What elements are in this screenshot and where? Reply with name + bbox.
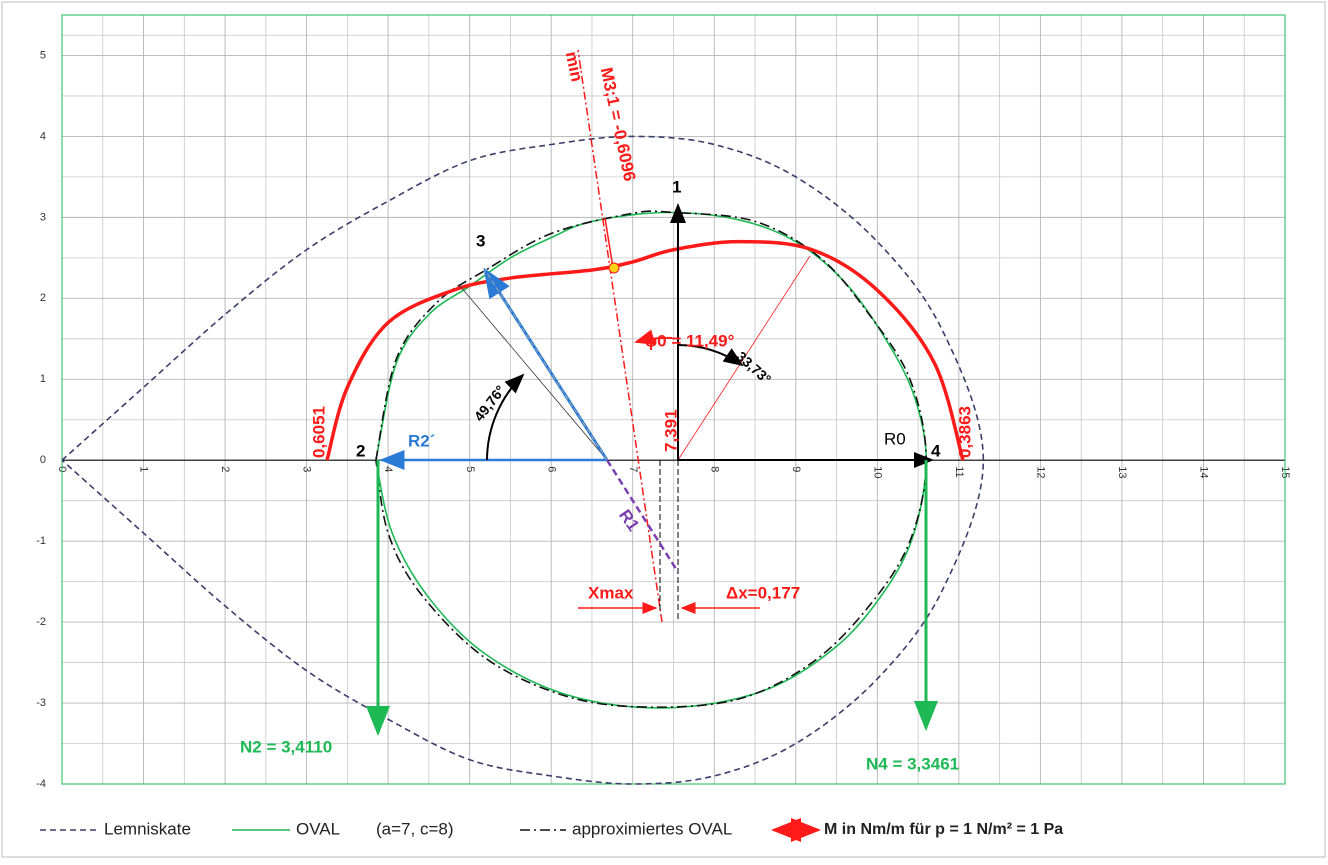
legend-entry: M in Nm/m für p = 1 N/m² = 1 Pa — [824, 821, 1063, 838]
annotation: 4 — [931, 441, 941, 460]
x-tick-label: 12 — [1034, 466, 1046, 478]
x-tick-label: 8 — [708, 466, 720, 472]
x-tick-label: 9 — [790, 466, 802, 472]
curve — [325, 239, 965, 461]
min-moment — [604, 217, 614, 269]
radius-line — [459, 285, 608, 461]
plot-frame — [61, 14, 1286, 785]
x-tick-label: 6 — [545, 466, 557, 472]
x-tick-label: 13 — [1116, 466, 1128, 478]
y-tick-label: 5 — [40, 49, 46, 61]
annotation: min — [562, 50, 587, 84]
annotation: 7,391 — [661, 409, 680, 452]
annotation: 0,6051 — [309, 406, 328, 458]
curve — [375, 210, 928, 708]
y-tick-label: -2 — [36, 616, 46, 628]
y-tick-label: 4 — [40, 130, 46, 142]
x-tick-label: 1 — [138, 466, 150, 472]
legend: Lemniskate OVAL (a=7, c=8) approximierte… — [40, 818, 1063, 842]
annotation: 1 — [672, 177, 681, 196]
annotation: R0 — [884, 429, 906, 448]
annotation: 33,73° — [734, 348, 775, 387]
y-tick-label: 2 — [40, 292, 46, 304]
x-tick-label: 11 — [953, 466, 965, 477]
annotation: φ0 = 11,49° — [645, 331, 735, 350]
annotation: R2´ — [408, 431, 435, 450]
annotations: min M3;1 = -0,6096 1 2 3 4 R0 R2´ R1 φ0 … — [240, 50, 974, 774]
annotation: 2 — [356, 441, 365, 460]
radius-line — [677, 255, 811, 461]
legend-entry: approximiertes OVAL — [572, 819, 732, 838]
annotation: Xmax — [588, 583, 634, 602]
annotation: N2 = 3,4110 — [240, 737, 332, 756]
legend-note: (a=7, c=8) — [376, 819, 454, 838]
curve — [375, 211, 928, 709]
x-tick-label: 7 — [627, 466, 639, 472]
x-tick-label: 5 — [464, 466, 476, 472]
y-tick-label: -3 — [36, 697, 46, 709]
angle-arc — [634, 329, 673, 345]
y-tick-label: 0 — [40, 454, 46, 466]
annotation: 0,3863 — [955, 406, 974, 458]
x-tick-label: 14 — [1198, 466, 1210, 478]
angle-arc — [677, 344, 744, 367]
min-point — [608, 262, 620, 274]
annotation: Δx=0,177 — [726, 583, 800, 602]
r1-line — [605, 459, 680, 573]
y-tick-label: 3 — [40, 211, 46, 223]
y-tick-label: -4 — [36, 778, 46, 790]
construction — [366, 49, 938, 736]
x-tick-label: 3 — [301, 466, 313, 472]
y-tick-label: 1 — [40, 373, 46, 385]
x-tick-label: 10 — [871, 466, 883, 478]
legend-entry: OVAL — [296, 819, 340, 838]
x-tick-label: 2 — [219, 466, 231, 472]
legend-entry: Lemniskate — [104, 819, 191, 838]
annotation: N4 = 3,3461 — [866, 754, 959, 773]
angle-arc — [486, 373, 525, 461]
y-tick-label: -1 — [36, 535, 46, 547]
annotation: 3 — [476, 231, 485, 250]
arrow-3-dash — [484, 269, 608, 461]
x-tick-label: 4 — [382, 466, 394, 472]
